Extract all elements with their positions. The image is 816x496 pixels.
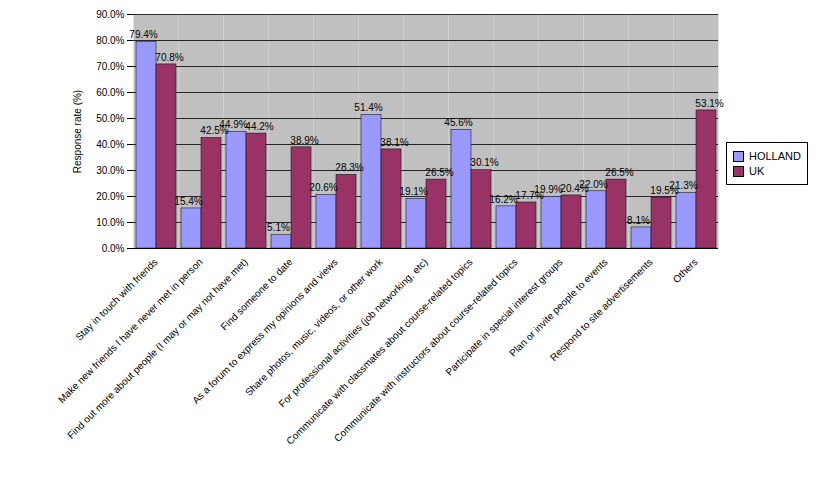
svg-text:21.3%: 21.3% <box>669 180 698 192</box>
svg-text:40.0%: 40.0% <box>96 139 124 150</box>
svg-text:90.0%: 90.0% <box>96 9 124 20</box>
svg-text:20.4%: 20.4% <box>560 183 588 194</box>
svg-text:Communicate with classmates ab: Communicate with classmates about course… <box>284 256 475 447</box>
svg-text:80.0%: 80.0% <box>96 35 124 46</box>
svg-text:45.6%: 45.6% <box>444 117 472 128</box>
svg-text:5.1%: 5.1% <box>267 222 290 233</box>
svg-text:51.4%: 51.4% <box>354 102 382 113</box>
html-text:HOLLAND: HOLLAND <box>749 150 801 162</box>
svg-text:70.0%: 70.0% <box>96 61 124 72</box>
svg-text:Others: Others <box>671 256 700 285</box>
svg-text:42.5%: 42.5% <box>200 125 228 136</box>
svg-text:Find out more about people (I: Find out more about people (I may or may… <box>65 256 250 441</box>
svg-text:As a forum to express my opini: As a forum to express my opinions and vi… <box>190 256 340 406</box>
svg-text:50.0%: 50.0% <box>96 113 124 124</box>
svg-text:For professional activities (j: For professional activities (job network… <box>276 256 429 409</box>
svg-text:10.0%: 10.0% <box>96 217 124 228</box>
svg-text:Respond to site advertisements: Respond to site advertisements <box>548 256 655 363</box>
svg-text:19.1%: 19.1% <box>399 186 427 197</box>
svg-text:20.6%: 20.6% <box>309 182 337 193</box>
svg-text:16.2%: 16.2% <box>489 194 517 205</box>
html-text:UK: UK <box>749 165 765 177</box>
svg-text:20.0%: 20.0% <box>96 191 124 202</box>
svg-text:70.8%: 70.8% <box>155 52 183 63</box>
svg-text:60.0%: 60.0% <box>96 87 124 98</box>
svg-text:19.5%: 19.5% <box>650 185 678 196</box>
svg-text:79.4%: 79.4% <box>129 29 157 40</box>
svg-text:26.5%: 26.5% <box>605 167 633 178</box>
svg-text:Stay in touch with friends: Stay in touch with friends <box>73 256 159 342</box>
svg-text:19.9%: 19.9% <box>534 184 563 195</box>
svg-text:Make new friends I have never: Make new friends I have never met in per… <box>55 256 205 406</box>
svg-text:53.1%: 53.1% <box>695 98 723 109</box>
svg-text:Plan or invite people to event: Plan or invite people to events <box>507 256 610 359</box>
svg-text:17.7%: 17.7% <box>515 190 543 201</box>
svg-text:38.1%: 38.1% <box>380 137 408 148</box>
svg-text:0.0%: 0.0% <box>102 243 125 254</box>
svg-text:44.2%: 44.2% <box>245 121 273 132</box>
svg-text:15.4%: 15.4% <box>174 196 202 207</box>
svg-text:26.5%: 26.5% <box>425 167 453 178</box>
svg-text:30.0%: 30.0% <box>96 165 124 176</box>
svg-text:Share photos, music, videos, o: Share photos, music, videos, or other wo… <box>242 256 385 398</box>
svg-text:Participate in special interes: Participate in special interest groups <box>443 256 565 378</box>
svg-text:Response rate (%): Response rate (%) <box>72 90 83 173</box>
svg-text:Find someone to date: Find someone to date <box>218 256 294 332</box>
svg-text:38.9%: 38.9% <box>290 135 318 146</box>
svg-text:28.3%: 28.3% <box>335 162 363 173</box>
svg-text:44.9%: 44.9% <box>219 119 248 130</box>
svg-text:30.1%: 30.1% <box>470 157 498 168</box>
svg-text:8.1%: 8.1% <box>627 215 650 226</box>
svg-text:22.0%: 22.0% <box>579 178 608 190</box>
svg-text:Communicate with instructors a: Communicate with instructors about cours… <box>332 256 520 444</box>
